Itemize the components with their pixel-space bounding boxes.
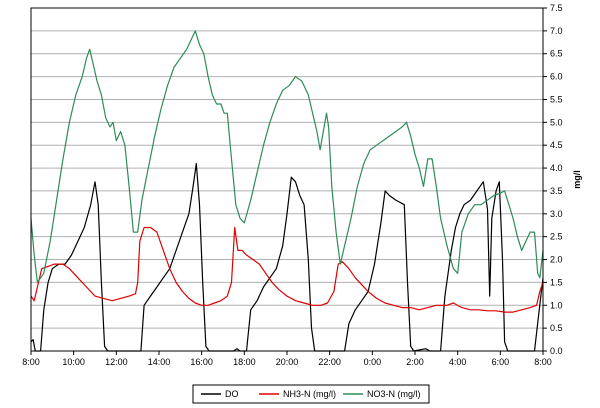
x-tick-label: 12:00 bbox=[105, 357, 128, 367]
legend-box bbox=[192, 384, 430, 404]
x-tick-label: 22:00 bbox=[318, 357, 341, 367]
series-line-2 bbox=[30, 30, 544, 283]
series-line-1 bbox=[30, 226, 544, 313]
x-tick-label: 10:00 bbox=[62, 357, 85, 367]
y-axis-title: mg/l bbox=[572, 170, 582, 189]
axes bbox=[30, 7, 547, 355]
y-tick-label: 2.5 bbox=[550, 232, 563, 242]
y-tick-label: 5.0 bbox=[550, 117, 563, 127]
legend-label-1: NH3-N (mg/l) bbox=[283, 389, 336, 399]
y-tick-label: 1.0 bbox=[550, 300, 563, 310]
y-tick-label: 6.0 bbox=[550, 72, 563, 82]
y-tick-label: 7.0 bbox=[550, 26, 563, 36]
series-line-0 bbox=[30, 162, 544, 352]
y-tick-label: 6.5 bbox=[550, 49, 563, 59]
y-tick-label: 2.0 bbox=[550, 255, 563, 265]
y-tick-label: 5.5 bbox=[550, 94, 563, 104]
x-tick-label: 18:00 bbox=[233, 357, 256, 367]
x-tick-label: 2:00 bbox=[406, 357, 424, 367]
legend-label-0: DO bbox=[225, 389, 239, 399]
x-tick-label: 8:00 bbox=[22, 357, 40, 367]
x-tick-label: 6:00 bbox=[492, 357, 510, 367]
y-tick-labels: 0.0 0.5 1.0 1.5 2.0 2.5 3.0 3.5 4.0 4.5 5.0 5.5 6.0 6… bbox=[550, 3, 563, 356]
x-tick-label: 8:00 bbox=[534, 357, 552, 367]
y-tick-label: 3.0 bbox=[550, 209, 563, 219]
y-tick-label: 0.5 bbox=[550, 323, 563, 333]
series-lines bbox=[30, 30, 544, 352]
x-tick-label: 16:00 bbox=[190, 357, 213, 367]
x-tick-label: 4:00 bbox=[449, 357, 467, 367]
legend: DO NH3-N (mg/l) NO3-N (mg/l) bbox=[192, 384, 430, 404]
y-tick-label: 4.5 bbox=[550, 140, 563, 150]
y-tick-label: 3.5 bbox=[550, 186, 563, 196]
grid-lines bbox=[31, 7, 543, 352]
y-tick-label: 0.0 bbox=[550, 346, 563, 356]
y-tick-label: 7.5 bbox=[550, 3, 563, 13]
x-tick-labels: 8:00 10:00 12:00 14:00 16:00 18:00 20:00 22:00 0… bbox=[22, 357, 552, 367]
x-tick-label: 14:00 bbox=[148, 357, 171, 367]
x-tick-label: 0:00 bbox=[364, 357, 382, 367]
legend-label-2: NO3-N (mg/l) bbox=[367, 389, 421, 399]
x-tick-label: 20:00 bbox=[276, 357, 299, 367]
y-tick-label: 4.0 bbox=[550, 163, 563, 173]
y-tick-label: 1.5 bbox=[550, 277, 563, 287]
